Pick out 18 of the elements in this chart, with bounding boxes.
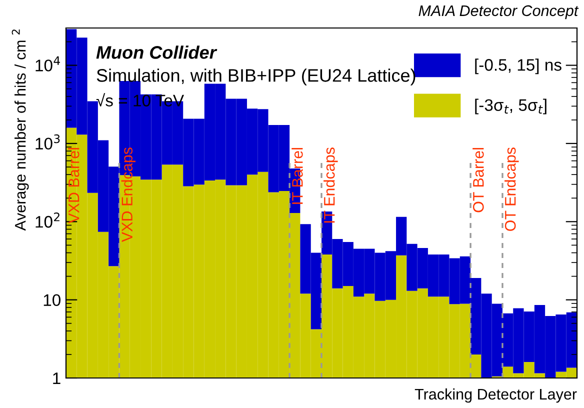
y-tick-label: 10$^{3}$ xyxy=(36,134,60,150)
y-tick-label: 10$^{4}$ xyxy=(36,56,60,72)
x-axis-title: Tracking Detector Layer xyxy=(414,388,577,403)
y-tick-label: 1 xyxy=(53,372,60,384)
y-tick-label: 10 xyxy=(44,294,60,306)
legend-label: [-3σ$_{t}$, 5σ$_{t}$] xyxy=(475,98,546,114)
annotation: VXD Endcaps xyxy=(121,148,136,242)
annotation: OT Endcaps xyxy=(504,148,519,231)
annotation: IT Barrel xyxy=(292,148,303,204)
y-axis-title: Average number of hits / cm $^{2}$ xyxy=(12,30,29,231)
annotation: IT Endcaps xyxy=(324,148,338,223)
text: MAIA Detector Concept xyxy=(418,5,579,20)
annotation: OT Barrel xyxy=(472,148,484,212)
annotation: VXD Barrel xyxy=(68,148,80,224)
y-tick-label: 10$^{2}$ xyxy=(36,212,60,228)
annotation: Simulation, with BIB+IPP (EU24 Lattice) xyxy=(96,68,416,86)
legend-label: [-0.5, 15] ns xyxy=(475,58,562,74)
annotation: Muon Collider xyxy=(96,46,218,59)
